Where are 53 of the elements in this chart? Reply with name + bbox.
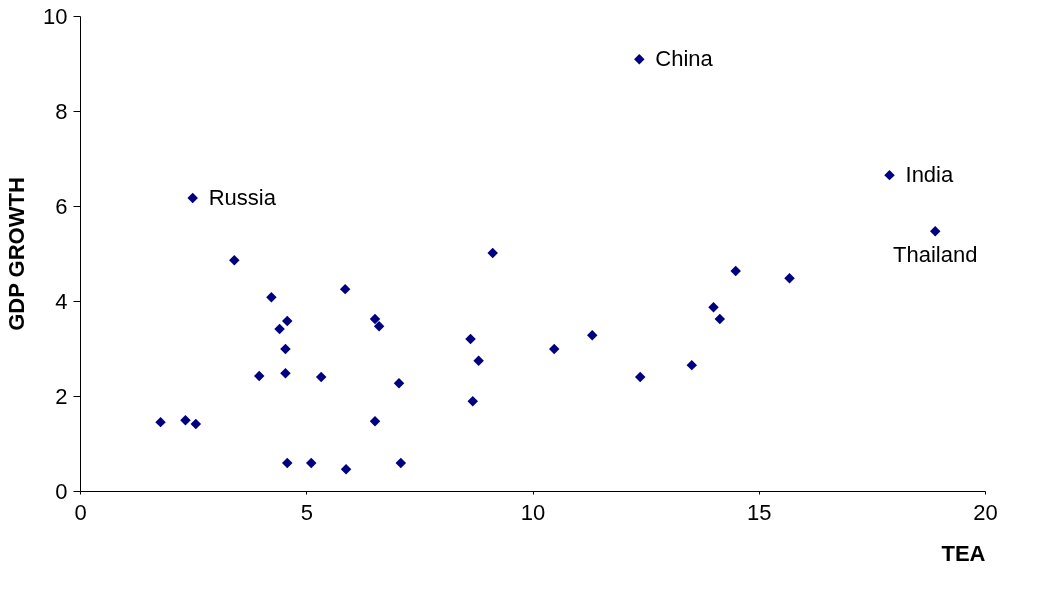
point <box>473 355 484 367</box>
point <box>340 463 352 475</box>
point <box>714 313 726 325</box>
point <box>315 371 327 383</box>
point <box>187 192 198 204</box>
annotation: Russia <box>208 184 277 210</box>
point <box>253 370 265 382</box>
point <box>634 371 646 383</box>
point <box>155 416 166 428</box>
point <box>369 415 381 427</box>
point <box>280 367 291 379</box>
point <box>884 169 895 181</box>
point <box>180 414 191 426</box>
point <box>634 53 645 65</box>
point <box>465 333 476 345</box>
point <box>730 265 741 277</box>
point <box>274 323 285 335</box>
point <box>467 395 479 407</box>
x-tick-label: 20 <box>973 499 998 525</box>
y-tick-label: 4 <box>55 288 68 314</box>
point <box>266 291 277 303</box>
point <box>487 247 498 259</box>
point <box>369 313 381 325</box>
x-tick-label: 0 <box>74 499 87 525</box>
point <box>393 377 405 389</box>
x-tick-label: 10 <box>520 499 546 525</box>
point <box>395 457 407 469</box>
point <box>339 283 351 295</box>
x-axis-title: TEA <box>941 540 986 566</box>
y-axis-title: GDP GROWTH <box>4 177 30 331</box>
annotation: Thailand <box>893 242 978 268</box>
point <box>548 343 560 355</box>
point <box>190 418 202 430</box>
y-tick-label: 8 <box>55 98 68 124</box>
point <box>229 254 240 266</box>
y-tick-label: 6 <box>55 193 68 219</box>
point <box>586 329 598 341</box>
annotation: India <box>905 162 954 188</box>
annotation: China <box>655 46 714 72</box>
x-tick-label: 15 <box>747 499 772 525</box>
point <box>282 457 293 469</box>
point <box>784 272 795 284</box>
point <box>282 315 293 327</box>
point <box>929 225 941 237</box>
y-tick-label: 10 <box>43 3 68 29</box>
x-tick-label: 5 <box>300 499 313 525</box>
point <box>686 359 698 371</box>
point <box>305 457 317 469</box>
y-tick-label: 0 <box>55 478 68 504</box>
y-tick-label: 2 <box>55 383 68 409</box>
point <box>373 320 385 332</box>
point <box>708 301 719 313</box>
point <box>280 343 291 355</box>
